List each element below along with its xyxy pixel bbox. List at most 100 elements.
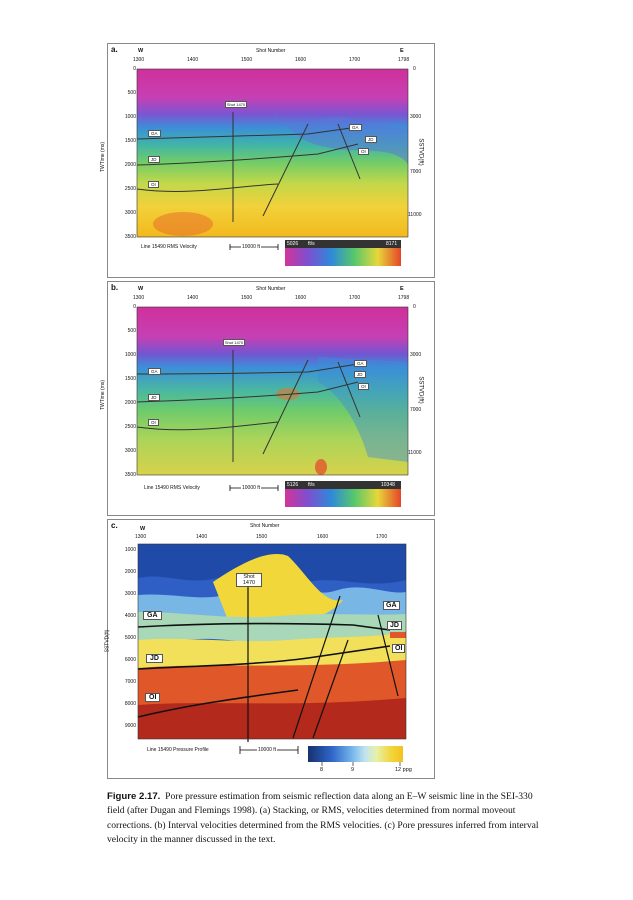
colorbar-max-label: 8171 [386,241,398,247]
pressure-band [213,553,343,625]
horizon-label-jd: JD [354,371,366,378]
shot-tick: 1600 [317,534,329,540]
shot-tick-labels: 1300 1400 1500 1600 1700 1798 [108,295,434,303]
velocity-anomaly [315,459,327,475]
horizon-line [136,143,359,166]
panel-label: a. [111,45,118,54]
horizon-line [137,645,391,670]
depth-tick: 0 [413,66,416,72]
colorbar-tick: 9 [351,767,355,773]
twt-tick: 2000 [124,400,136,406]
pressure-band [138,698,406,739]
left-axis-title: TWTime (ms) [100,379,107,411]
twt-tick: 500 [127,328,136,334]
depth-tick: 7000 [124,679,136,685]
horizon-label-jd: JD [148,156,160,163]
fault-line [337,123,361,180]
twt-tick: 2500 [124,424,136,430]
panel-b: b. W E Shot Number 1300 1400 1500 1600 1… [100,281,435,516]
colorbar [285,248,401,266]
depth-tick: 7000 [410,407,422,413]
shot-label: Shot 1470 [225,101,247,108]
shot-tick: 1798 [398,57,410,63]
twt-tick: 2500 [124,186,136,192]
horizon-label-oi: OI [148,181,159,188]
colorbar-header [285,481,401,489]
shot-tick-labels: 1300 1400 1500 1600 1700 [108,534,434,542]
depth-tick: 3000 [124,591,136,597]
horizon-label-ga: GA [148,130,161,137]
east-label: E [400,48,404,54]
shot-tick: 1400 [187,57,199,63]
horizon-label-ga: GA [148,368,161,375]
depth-tick: 4000 [124,613,136,619]
fault-line [262,359,309,455]
depth-tick: 1000 [124,547,136,553]
horizon-label-jd: JD [387,621,402,630]
shot-tick: 1700 [349,57,361,63]
horizon-label-ga: GA [143,611,162,620]
shot-axis-title: Shot Number [256,286,286,292]
line-label: Line 15490 Pressure Profile [147,747,209,753]
panel-label: c. [111,521,118,530]
figure-number: Figure 2.17. [107,791,161,802]
velocity-anomaly [153,212,213,236]
horizon-label-jd: JD [148,394,160,401]
east-label: E [400,286,404,292]
colorbar-max-label: 10348 [381,482,395,488]
left-axis-title: TWTime (ms) [100,141,107,173]
horizon-line [136,421,279,431]
panel-c-figure [137,543,407,766]
horizon-label-oi: OI [358,148,369,155]
depth-tick: 6000 [124,657,136,663]
horizon-line [137,689,299,718]
twt-tick: 1000 [124,114,136,120]
pressure-band [138,632,406,671]
fault-line [337,361,361,418]
line-label: Line 15490 RMS Velocity [144,485,200,491]
depth-tick: 11000 [408,212,422,218]
horizon-label-ga: GA [354,360,367,367]
fault-line [262,123,309,217]
fault-line [312,639,349,739]
right-axis-title: SSTVD(ft) [417,376,424,404]
horizon-line [136,183,279,192]
depth-tick: 11000 [408,450,422,456]
twt-tick-labels: 0 500 1000 1500 2000 2500 3000 3500 [116,282,136,482]
twt-tick: 1500 [124,138,136,144]
shot-tick: 1700 [349,295,361,301]
shot-tick: 1300 [135,534,147,540]
twt-tick: 0 [133,66,136,72]
scale-label: 10000 ft [257,747,278,753]
horizon-label-ga: GA [383,601,400,610]
colorbar [308,746,403,762]
shot-tick: 1300 [133,57,145,63]
horizon-line [136,381,359,403]
depth-tick: 8000 [124,701,136,707]
horizon-label-jd: JD [146,654,163,663]
panel-label: b. [111,283,119,292]
twt-tick: 500 [127,90,136,96]
twt-tick: 3500 [124,234,136,240]
west-label: W [140,526,146,532]
twt-tick: 3500 [124,472,136,478]
right-axis-title: SSTVD(ft) [417,138,424,166]
twt-tick: 1500 [124,376,136,382]
horizon-label-jd: JD [365,136,377,143]
fault-line [292,595,341,739]
caption-text: Pore pressure estimation from seismic re… [107,791,539,846]
depth-tick: 3000 [410,114,422,120]
colorbar-tick: 12 ppg [395,767,412,773]
shot-tick: 1400 [187,295,199,301]
figure-caption: Figure 2.17. Pore pressure estimation fr… [107,790,547,848]
shot-tick: 1500 [241,295,253,301]
depth-tick: 7000 [410,169,422,175]
shot-tick-labels: 1300 1400 1500 1600 1700 1798 [108,57,434,65]
line-label: Line 15490 RMS Velocity [141,244,197,250]
shot-tick: 1798 [398,295,410,301]
shot-axis-title: Shot Number [256,48,286,54]
twt-tick: 3000 [124,448,136,454]
depth-tick: 0 [413,304,416,310]
colorbar-unit-label: ft/s [308,482,315,488]
left-axis-title: SSTVD(ft) [104,629,111,653]
